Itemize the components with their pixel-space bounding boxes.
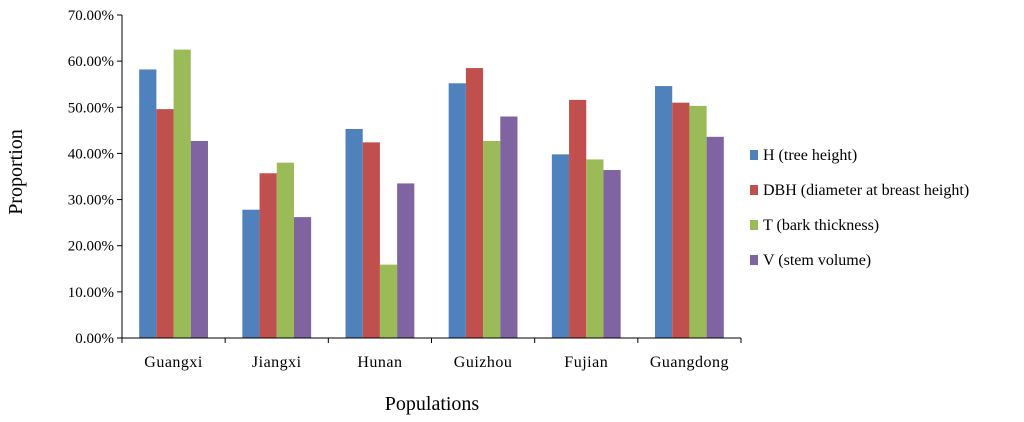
y-tick-label: 30.00% [68, 193, 114, 209]
bar [362, 142, 380, 338]
x-tick-label: Fujian [564, 354, 608, 371]
x-tick-label: Hunan [357, 354, 402, 371]
bar [706, 136, 724, 338]
legend-swatch [750, 220, 758, 230]
y-tick-label: 60.00% [68, 54, 114, 70]
bar [242, 209, 260, 338]
bar [276, 162, 294, 338]
legend-swatch [750, 185, 758, 195]
bar [465, 68, 484, 338]
legend-label: DBH (diameter at breast height) [763, 182, 969, 199]
y-tick-label: 20.00% [68, 239, 114, 255]
legend: H (tree height) DBH (diameter at breast h… [750, 147, 969, 269]
axes-layer [117, 14, 742, 343]
bar [139, 69, 157, 338]
legend-swatch [750, 150, 758, 160]
x-tick-label: Guangxi [144, 354, 203, 371]
bar [500, 116, 518, 338]
bar [259, 173, 277, 338]
y-tick-label: 70.00% [68, 8, 114, 24]
x-tick-label: Jiangxi [252, 354, 302, 371]
bar [586, 159, 604, 338]
bar [689, 105, 707, 339]
bar [345, 128, 363, 338]
bar [173, 49, 191, 339]
legend-label: T (bark thickness) [763, 217, 879, 234]
bar [603, 170, 621, 338]
bar [551, 154, 570, 338]
bar [483, 140, 501, 338]
x-tick-label: Guangdong [650, 354, 729, 371]
bar [190, 140, 208, 338]
legend-label: V (stem volume) [763, 252, 871, 269]
y-tick-label: 50.00% [68, 100, 114, 116]
bar [397, 183, 415, 338]
y-tick-label: 0.00% [75, 331, 114, 347]
bar [672, 102, 690, 338]
bar [655, 86, 673, 338]
bar [379, 264, 398, 338]
y-tick-label: 10.00% [68, 285, 114, 301]
y-axis-title: Proportion [5, 129, 27, 215]
labels-layer: 0.00% 10.00% 20.00% 30.00% 40.00% 50.00% 60.00… [68, 8, 729, 371]
bar [293, 217, 312, 338]
bar [156, 109, 174, 338]
bars-layer [139, 49, 724, 339]
y-tick-label: 40.00% [68, 146, 114, 162]
x-axis-title: Populations [385, 393, 480, 415]
legend-swatch [750, 255, 758, 265]
x-tick-label: Guizhou [454, 354, 513, 371]
legend-label: H (tree height) [763, 147, 857, 164]
bar [448, 83, 466, 338]
bar [569, 99, 587, 339]
